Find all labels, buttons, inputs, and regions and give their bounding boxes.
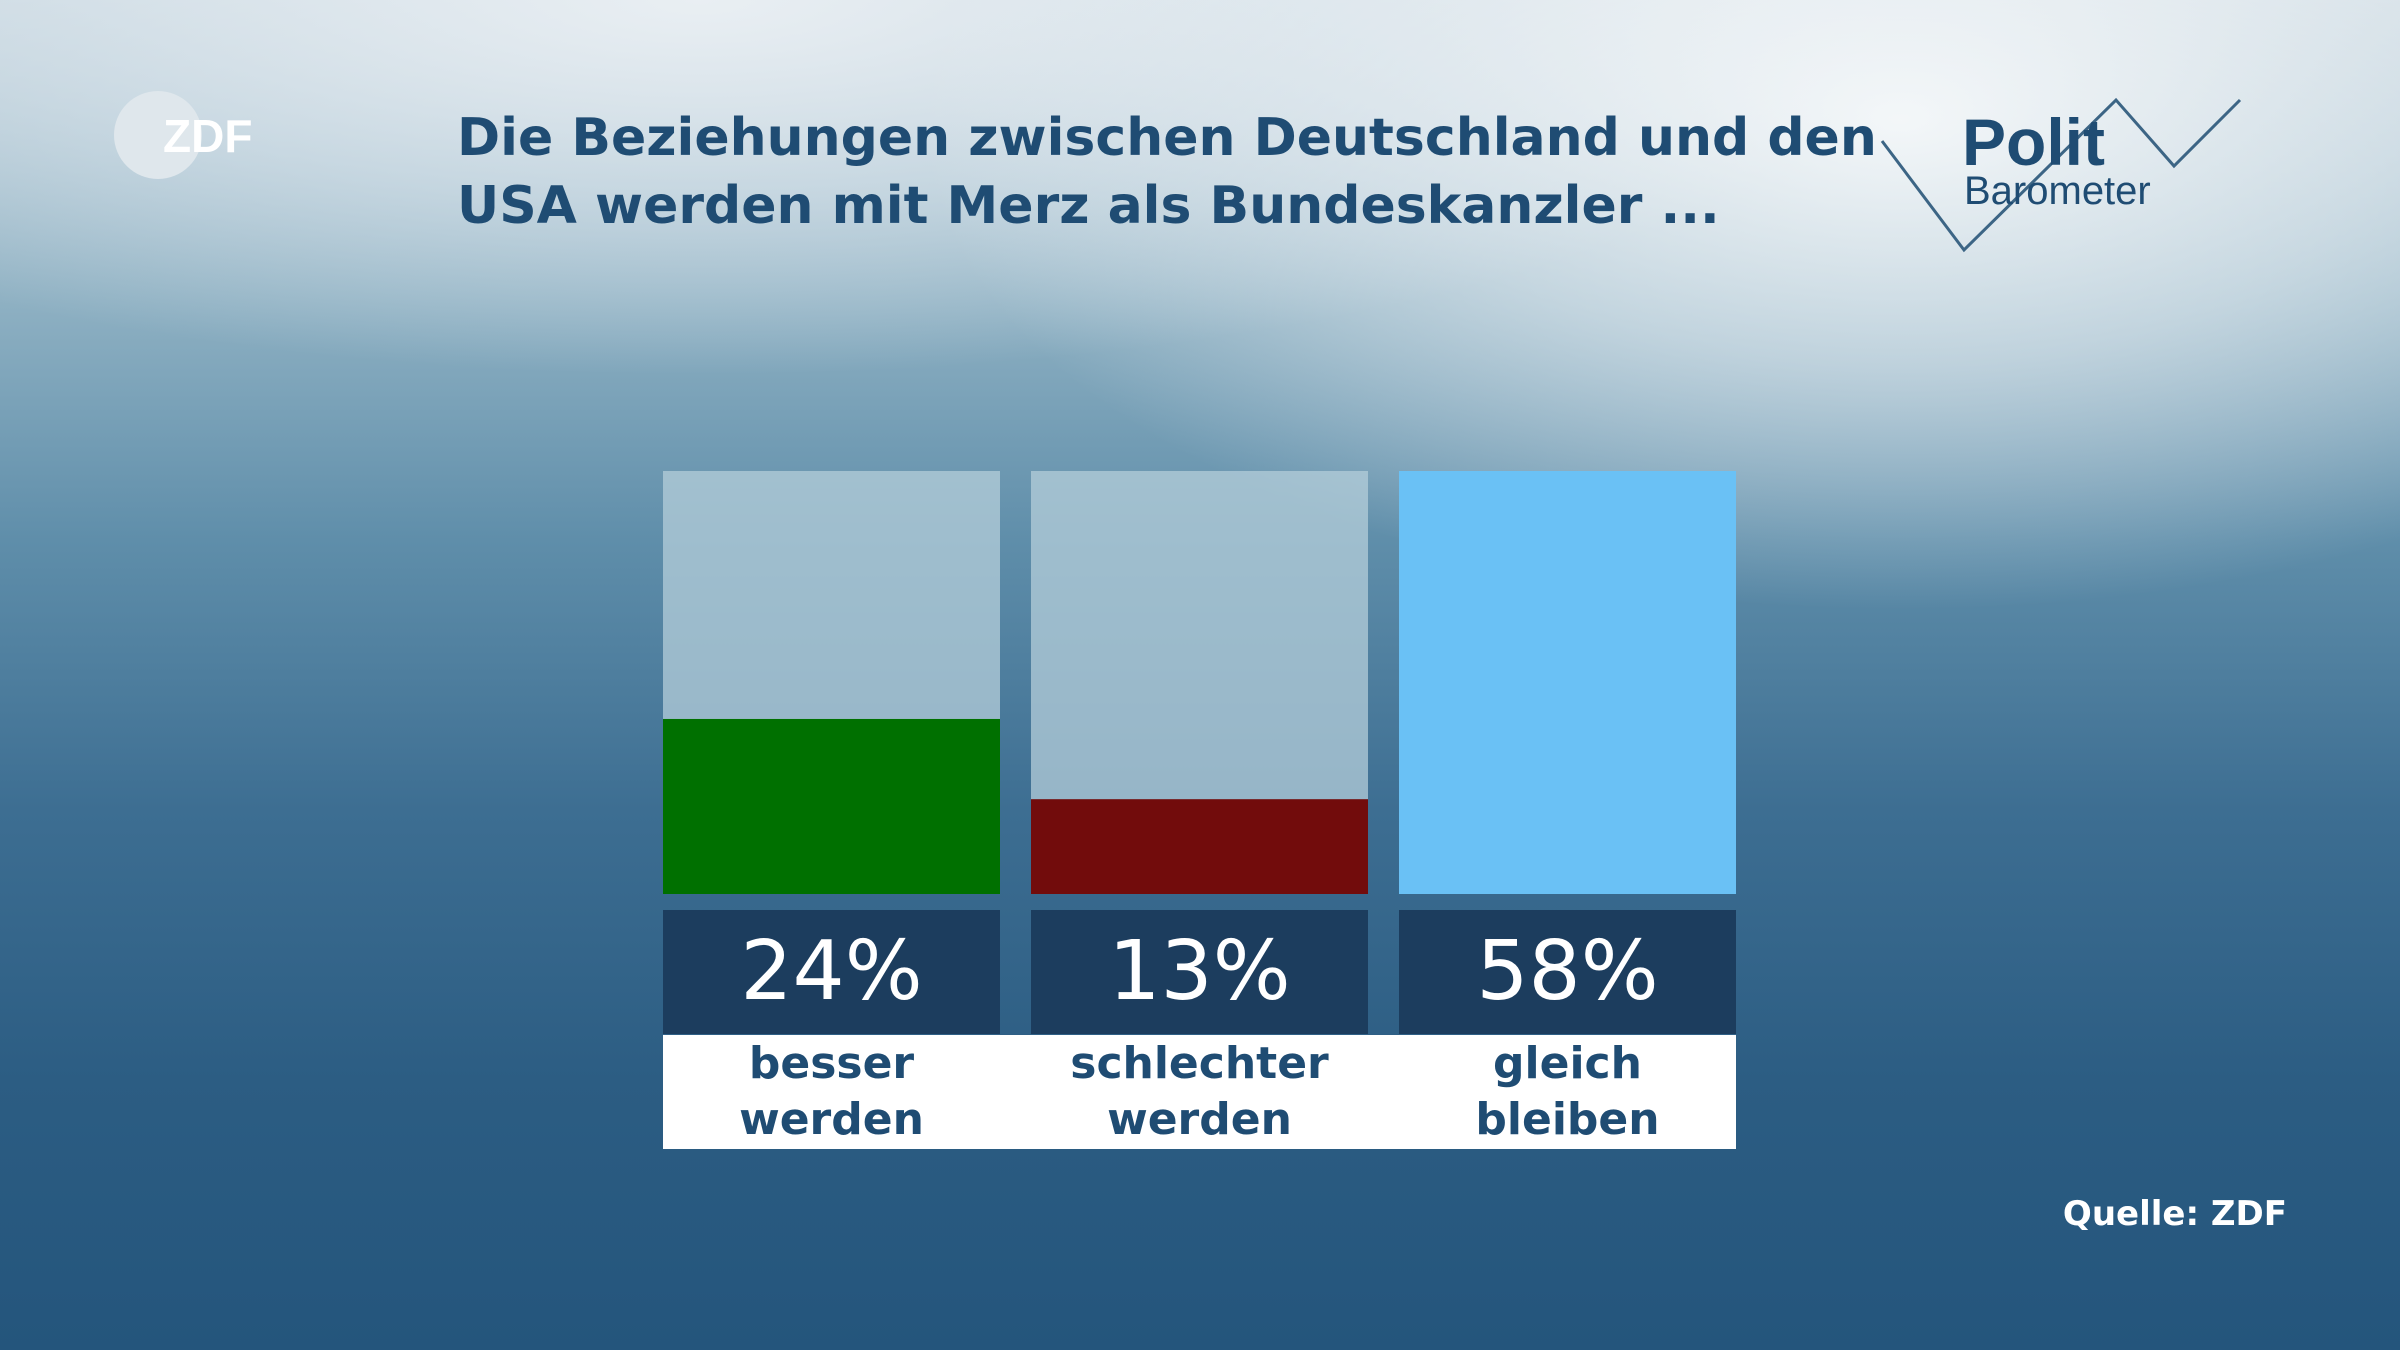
politbarometer-logo: Polit Barometer	[1878, 95, 2248, 255]
data-label-3: 58%	[1399, 910, 1736, 1034]
bar-1	[663, 718, 1000, 894]
chart-title-line-1: Die Beziehungen zwischen Deutschland und…	[457, 108, 1877, 168]
politbarometer-trend-line	[1880, 97, 2242, 253]
category-label-3-line-1: gleich	[1493, 1038, 1642, 1089]
zdf-logo-text: ZDF	[163, 110, 252, 162]
politbarometer-logo-barometer: Barometer	[1964, 169, 2151, 213]
zdf-logo: ZDF	[114, 91, 252, 179]
category-label-2-line-2: werden	[1107, 1094, 1292, 1145]
category-label-1-line-2: werden	[739, 1094, 924, 1145]
category-label-2-line-1: schlechter	[1070, 1038, 1329, 1089]
data-label-1: 24%	[663, 910, 1000, 1034]
data-label-2: 13%	[1031, 910, 1368, 1034]
bar-2	[1031, 799, 1368, 894]
category-label-strip	[663, 1035, 1736, 1149]
politbarometer-logo-polit: Polit	[1962, 105, 2105, 179]
category-label-1: besser werden	[663, 1036, 1000, 1148]
chart-title: Die Beziehungen zwischen Deutschland und…	[457, 104, 1877, 240]
category-label-3-line-2: bleiben	[1475, 1094, 1660, 1145]
chart-title-line-2: USA werden mit Merz als Bundeskanzler ..…	[457, 176, 1720, 236]
category-label-1-line-1: besser	[748, 1038, 915, 1089]
category-label-2: schlechter werden	[1031, 1036, 1368, 1148]
category-label-3: gleich bleiben	[1399, 1036, 1736, 1148]
source-note: Quelle: ZDF	[2062, 1194, 2287, 1234]
bar-3	[1399, 471, 1736, 894]
